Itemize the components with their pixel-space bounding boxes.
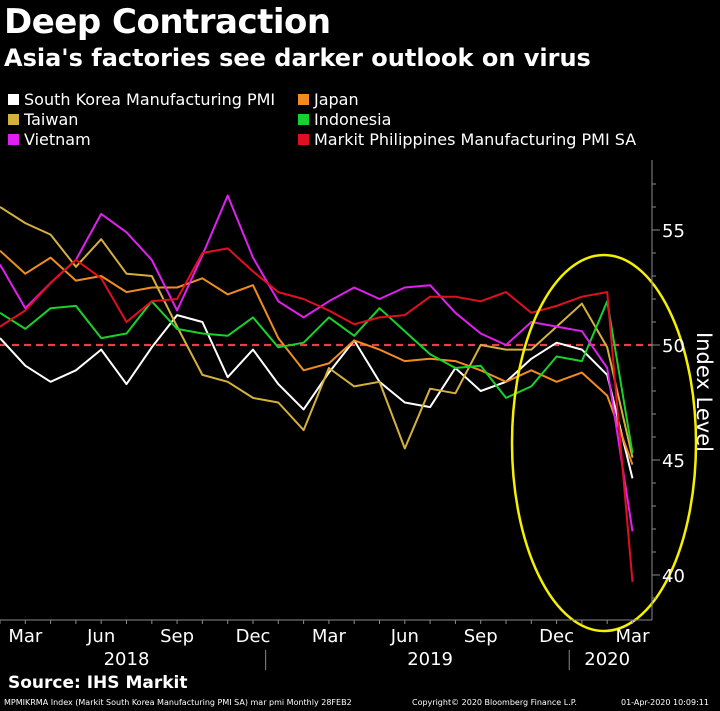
- x-tick-label: Dec: [539, 626, 574, 647]
- series-line-0: [0, 314, 634, 479]
- legend-label-taiwan: Taiwan: [24, 110, 79, 129]
- legend-label-indonesia: Indonesia: [314, 110, 392, 129]
- legend-item-south-korea: South Korea Manufacturing PMI: [8, 90, 275, 109]
- legend-item-taiwan: Taiwan: [8, 110, 78, 129]
- legend-label-japan: Japan: [314, 90, 359, 109]
- chart-title: Deep Contraction: [4, 2, 331, 42]
- y-tick-label-45: 45: [662, 451, 685, 472]
- x-tick-label: Dec: [236, 626, 271, 647]
- x-tick-label: Jun: [86, 626, 115, 647]
- legend-label-south-korea: South Korea Manufacturing PMI: [24, 90, 276, 109]
- legend-item-vietnam: Vietnam: [8, 130, 91, 149]
- x-tick-label: Jun: [390, 626, 419, 647]
- chart-subtitle: Asia's factories see darker outlook on v…: [4, 44, 591, 72]
- legend-item-philippines: Markit Philippines Manufacturing PMI SA: [298, 130, 636, 149]
- legend-label-vietnam: Vietnam: [24, 130, 91, 149]
- legend-swatch-philippines: [298, 134, 309, 145]
- x-tick-label: Mar: [8, 626, 43, 647]
- y-tick-label-40: 40: [662, 566, 685, 587]
- series-line-2: [0, 206, 634, 458]
- year-label-2020: 2020: [584, 649, 630, 670]
- highlight-ellipse: [510, 253, 698, 633]
- legend-swatch-taiwan: [8, 114, 19, 125]
- source-note: Source: IHS Markit: [8, 673, 188, 693]
- series-line-5: [0, 247, 634, 582]
- x-tick-label: Mar: [312, 626, 347, 647]
- x-tick-label: Sep: [464, 626, 498, 647]
- y-tick-label-50: 50: [662, 336, 685, 357]
- legend-label-philippines: Markit Philippines Manufacturing PMI SA: [314, 130, 637, 149]
- series-line-4: [0, 194, 634, 532]
- legend-swatch-indonesia: [298, 114, 309, 125]
- y-tick-label-55: 55: [662, 221, 685, 242]
- legend-swatch-japan: [298, 94, 309, 105]
- footer-ticker: MPMIKRMA Index (Markit South Korea Manuf…: [4, 698, 352, 707]
- series-line-3: [0, 300, 634, 454]
- footer-timestamp: 01-Apr-2020 10:09:11: [621, 698, 709, 707]
- year-label-2018: 2018: [104, 649, 150, 670]
- footer-copyright: Copyright© 2020 Bloomberg Finance L.P.: [412, 698, 577, 707]
- legend-swatch-south-korea: [8, 94, 19, 105]
- legend-item-indonesia: Indonesia: [298, 110, 391, 129]
- y-axis-label: Index Level: [692, 332, 716, 452]
- x-tick-label: Mar: [616, 626, 651, 647]
- year-label-2019: 2019: [407, 649, 453, 670]
- legend-swatch-vietnam: [8, 134, 19, 145]
- series-line-1: [0, 249, 634, 465]
- x-tick-label: Sep: [160, 626, 194, 647]
- legend-item-japan: Japan: [298, 90, 359, 109]
